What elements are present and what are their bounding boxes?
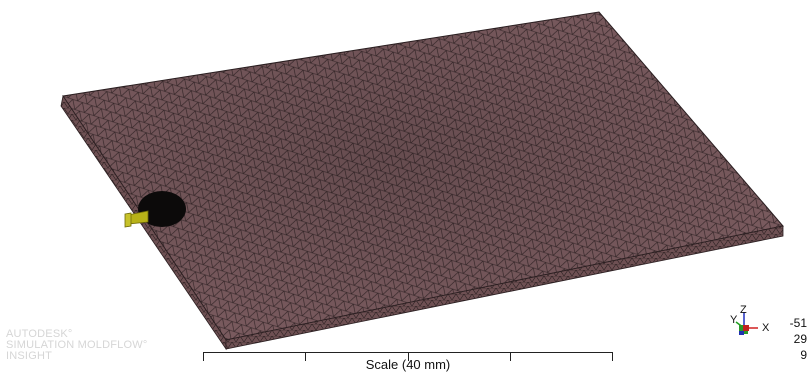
view-angle-z: 9 xyxy=(800,348,807,362)
autodesk-moldflow-watermark: AUTODESK° SIMULATION MOLDFLOW° INSIGHT xyxy=(6,329,147,362)
view-angle-x: -51 xyxy=(789,316,807,330)
axis-x-label: X xyxy=(762,322,770,334)
scale-tick xyxy=(408,352,409,361)
injection-gate-icon[interactable] xyxy=(124,210,149,228)
scale-bar xyxy=(203,352,613,366)
plate-side-face-right xyxy=(225,225,784,350)
brand-line-2: SIMULATION MOLDFLOW° xyxy=(6,339,148,351)
scale-label: Scale (40 mm) xyxy=(365,357,451,372)
scale-tick xyxy=(510,352,511,361)
gate-dense-mesh xyxy=(138,191,186,227)
scale-tick xyxy=(305,352,306,361)
brand-line-3: INSIGHT xyxy=(6,350,53,362)
brand-line-1: AUTODESK° xyxy=(6,328,73,340)
view-angle-y: 29 xyxy=(793,332,807,346)
axis-triad-icon[interactable]: Z Y X xyxy=(730,304,778,342)
view-angle-readout: -51 29 9 xyxy=(786,315,807,363)
scale-tick xyxy=(612,352,613,361)
axis-z-label: Z xyxy=(740,304,747,316)
axis-y-label: Y xyxy=(730,314,738,326)
scale-tick xyxy=(203,352,204,361)
